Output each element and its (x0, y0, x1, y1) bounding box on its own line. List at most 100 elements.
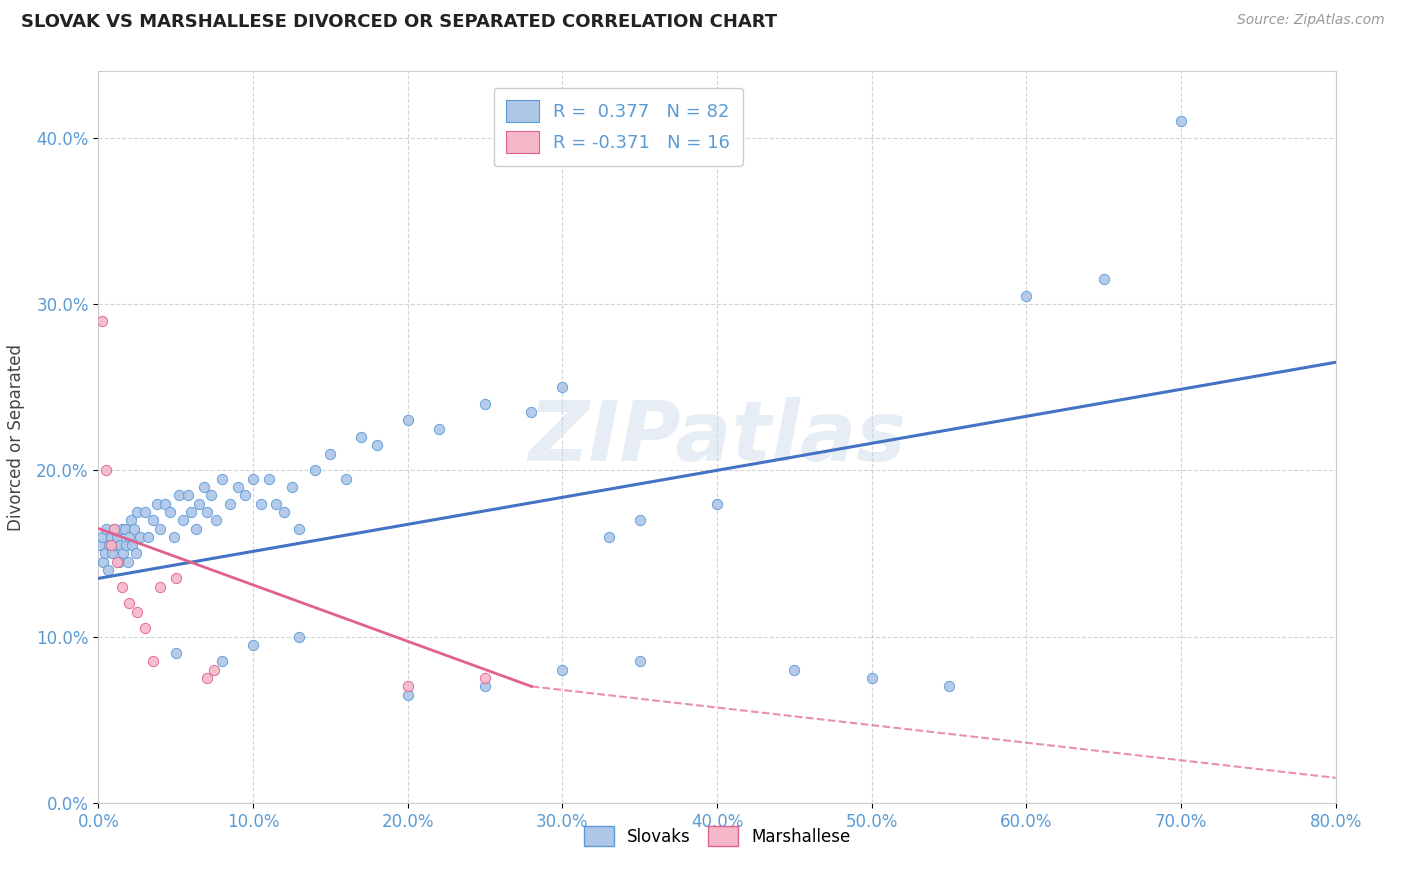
Point (98, 538, 121, 552)
Point (134, 505, 156, 519)
Point (288, 521, 311, 535)
Point (366, 438, 388, 452)
Point (100, 538, 122, 552)
Point (127, 605, 149, 619)
Point (149, 521, 172, 535)
Point (1092, 272, 1115, 286)
Point (96, 521, 118, 535)
Point (120, 513, 142, 527)
Point (628, 655, 651, 669)
Point (93, 546, 115, 560)
Point (860, 671, 883, 685)
Point (149, 580, 172, 594)
Point (195, 671, 218, 685)
Point (226, 480, 249, 494)
Point (598, 530, 620, 544)
Point (111, 580, 132, 594)
Y-axis label: Divorced or Separated: Divorced or Separated (7, 343, 25, 531)
Point (159, 505, 181, 519)
Point (219, 497, 242, 511)
Point (250, 497, 273, 511)
Text: Source: ZipAtlas.com: Source: ZipAtlas.com (1237, 13, 1385, 28)
Point (474, 671, 496, 685)
Point (136, 530, 159, 544)
Point (89, 538, 111, 552)
Point (165, 646, 187, 660)
Point (97, 563, 120, 577)
Point (114, 521, 136, 535)
Point (141, 655, 165, 669)
Point (281, 480, 304, 494)
Point (105, 555, 128, 569)
Point (129, 530, 152, 544)
Point (108, 538, 131, 552)
Point (304, 463, 326, 477)
Point (205, 513, 228, 527)
Point (211, 655, 233, 669)
Point (184, 521, 207, 535)
Point (121, 538, 143, 552)
Point (1015, 289, 1038, 303)
Point (195, 505, 218, 519)
Point (204, 663, 226, 677)
Point (193, 480, 215, 494)
Point (200, 488, 222, 502)
Point (124, 546, 146, 560)
Point (104, 538, 127, 552)
Point (335, 472, 357, 486)
Point (264, 497, 288, 511)
Point (172, 513, 194, 527)
Point (177, 488, 200, 502)
Point (211, 472, 233, 486)
Point (134, 621, 156, 635)
Point (163, 530, 186, 544)
Point (165, 571, 187, 585)
Point (180, 505, 202, 519)
Point (103, 521, 125, 535)
Text: SLOVAK VS MARSHALLESE DIVORCED OR SEPARATED CORRELATION CHART: SLOVAK VS MARSHALLESE DIVORCED OR SEPARA… (21, 13, 778, 31)
Point (122, 521, 145, 535)
Point (1170, 114, 1192, 128)
Legend: Slovaks, Marshallese: Slovaks, Marshallese (578, 820, 856, 853)
Point (242, 472, 264, 486)
Point (628, 513, 651, 527)
Point (127, 505, 149, 519)
Point (706, 497, 728, 511)
Point (288, 630, 311, 644)
Point (783, 663, 806, 677)
Point (474, 680, 496, 694)
Point (115, 538, 138, 552)
Point (141, 513, 165, 527)
Point (188, 497, 211, 511)
Point (396, 680, 419, 694)
Point (90, 314, 112, 328)
Point (551, 380, 574, 394)
Point (242, 638, 264, 652)
Point (100, 530, 122, 544)
Point (474, 397, 496, 411)
Point (101, 546, 124, 560)
Point (146, 497, 169, 511)
Text: ZIPatlas: ZIPatlas (529, 397, 905, 477)
Point (350, 430, 373, 444)
Point (551, 663, 574, 677)
Point (118, 596, 141, 610)
Point (118, 530, 141, 544)
Point (396, 413, 419, 427)
Point (112, 546, 135, 560)
Point (396, 688, 419, 702)
Point (91, 555, 114, 569)
Point (153, 497, 176, 511)
Point (111, 521, 132, 535)
Point (319, 447, 342, 461)
Point (96, 463, 118, 477)
Point (103, 521, 125, 535)
Point (107, 555, 129, 569)
Point (938, 680, 960, 694)
Point (167, 488, 190, 502)
Point (235, 488, 257, 502)
Point (273, 505, 295, 519)
Point (105, 530, 128, 544)
Point (520, 405, 543, 419)
Point (117, 555, 139, 569)
